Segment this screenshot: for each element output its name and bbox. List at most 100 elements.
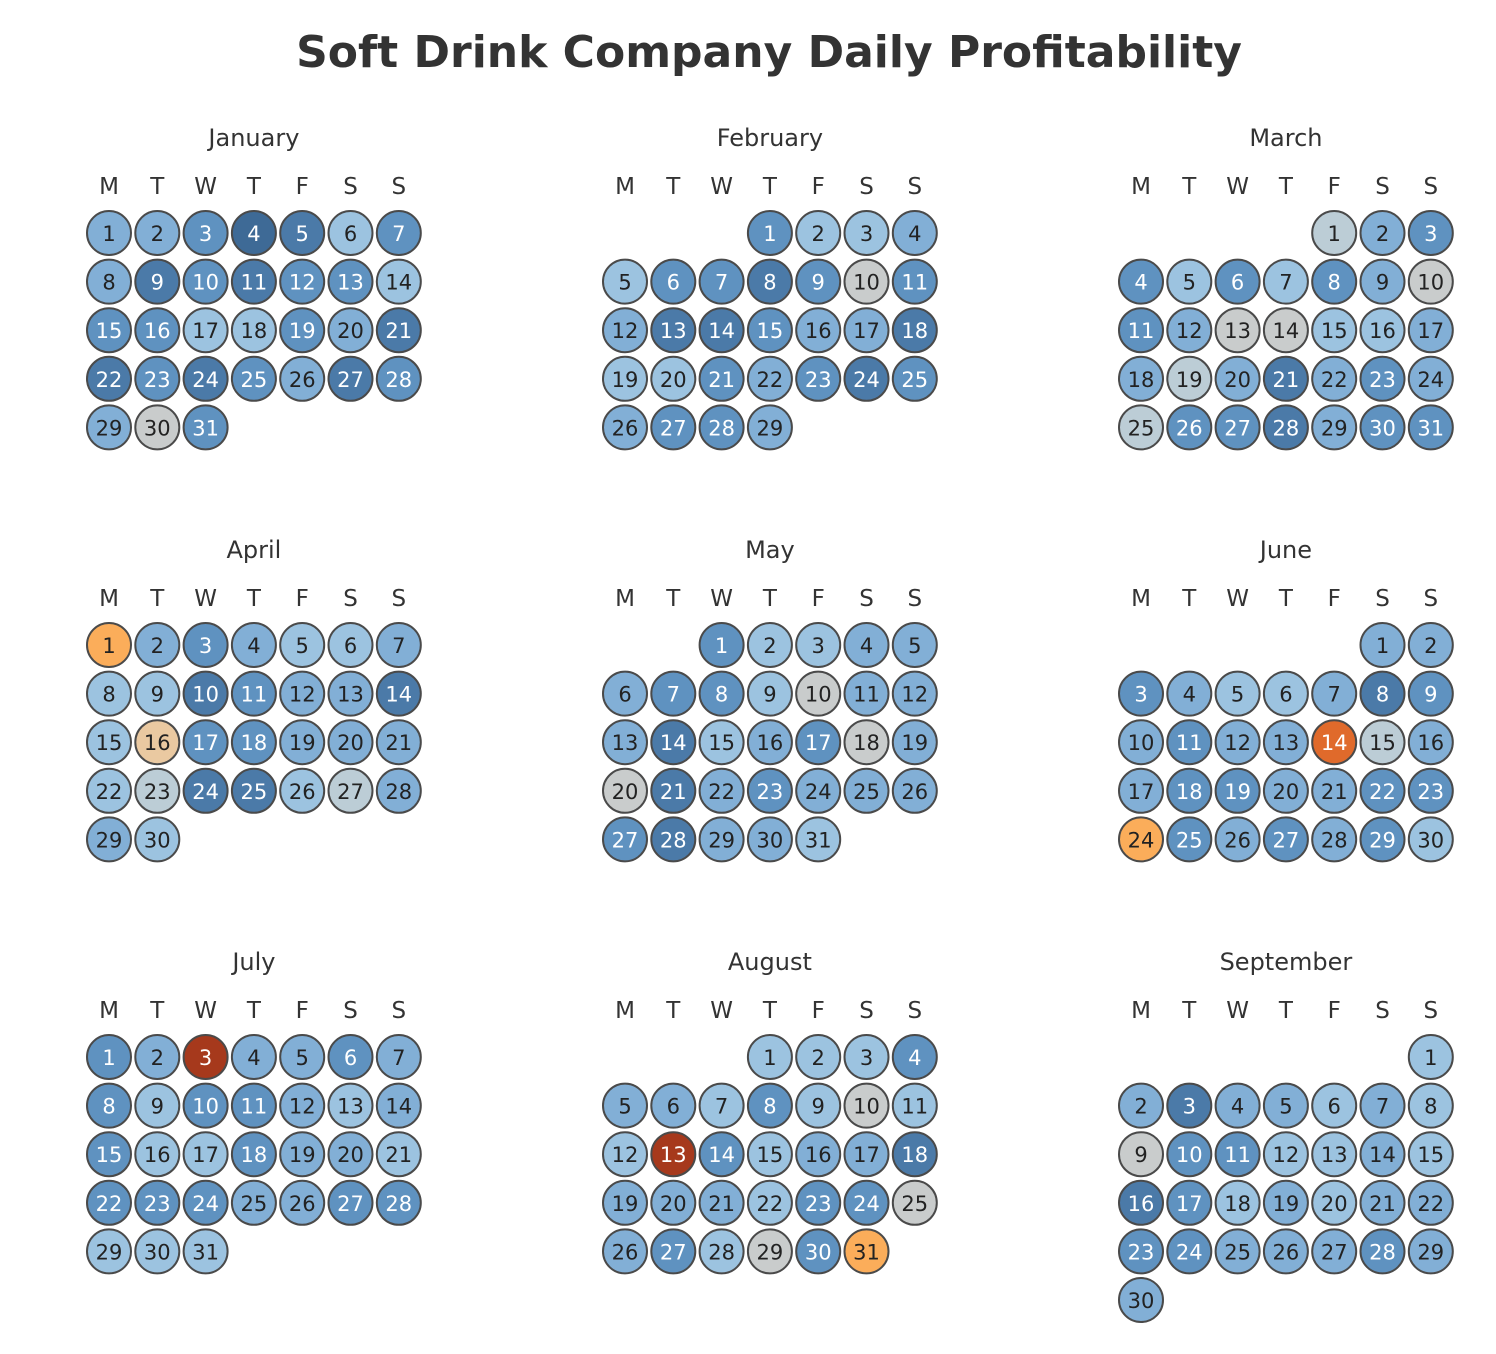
day-may-8[interactable] bbox=[698, 670, 745, 717]
day-april-7[interactable] bbox=[375, 622, 422, 668]
day-march-25[interactable] bbox=[1118, 404, 1164, 451]
day-july-8[interactable] bbox=[86, 1082, 132, 1129]
day-july-21[interactable] bbox=[375, 1131, 422, 1178]
day-february-6[interactable] bbox=[650, 258, 697, 305]
day-april-19[interactable] bbox=[279, 719, 326, 766]
day-january-28[interactable] bbox=[375, 355, 422, 402]
day-july-30[interactable] bbox=[134, 1228, 181, 1275]
day-march-31[interactable] bbox=[1407, 404, 1454, 451]
day-september-4[interactable] bbox=[1214, 1082, 1261, 1129]
day-march-22[interactable] bbox=[1311, 355, 1358, 402]
day-april-10[interactable] bbox=[182, 670, 229, 717]
day-june-2[interactable] bbox=[1407, 622, 1454, 668]
day-may-5[interactable] bbox=[891, 622, 938, 668]
day-june-27[interactable] bbox=[1262, 816, 1309, 863]
day-september-26[interactable] bbox=[1262, 1228, 1309, 1275]
day-june-20[interactable] bbox=[1262, 767, 1309, 814]
day-may-24[interactable] bbox=[795, 767, 842, 814]
day-september-16[interactable] bbox=[1118, 1179, 1164, 1226]
day-august-28[interactable] bbox=[698, 1228, 745, 1275]
day-january-18[interactable] bbox=[230, 307, 277, 354]
day-march-23[interactable] bbox=[1359, 355, 1406, 402]
day-april-15[interactable] bbox=[86, 719, 132, 766]
day-february-21[interactable] bbox=[698, 355, 745, 402]
day-september-29[interactable] bbox=[1407, 1228, 1454, 1275]
day-april-23[interactable] bbox=[134, 767, 181, 814]
day-february-12[interactable] bbox=[602, 307, 648, 354]
day-august-18[interactable] bbox=[891, 1131, 938, 1178]
day-july-14[interactable] bbox=[375, 1082, 422, 1129]
day-september-13[interactable] bbox=[1311, 1131, 1358, 1178]
day-march-13[interactable] bbox=[1214, 307, 1261, 354]
day-july-11[interactable] bbox=[230, 1082, 277, 1129]
day-january-8[interactable] bbox=[86, 258, 132, 305]
day-april-22[interactable] bbox=[86, 767, 132, 814]
day-september-21[interactable] bbox=[1359, 1179, 1406, 1226]
day-september-8[interactable] bbox=[1407, 1082, 1454, 1129]
day-july-16[interactable] bbox=[134, 1131, 181, 1178]
day-september-7[interactable] bbox=[1359, 1082, 1406, 1129]
day-january-21[interactable] bbox=[375, 307, 422, 354]
day-september-1[interactable] bbox=[1407, 1034, 1454, 1080]
day-may-20[interactable] bbox=[602, 767, 648, 814]
day-june-25[interactable] bbox=[1166, 816, 1213, 863]
day-july-4[interactable] bbox=[230, 1034, 277, 1080]
day-march-15[interactable] bbox=[1311, 307, 1358, 354]
day-january-17[interactable] bbox=[182, 307, 229, 354]
day-june-9[interactable] bbox=[1407, 670, 1454, 717]
day-january-7[interactable] bbox=[375, 210, 422, 256]
day-april-6[interactable] bbox=[327, 622, 374, 668]
day-february-24[interactable] bbox=[843, 355, 890, 402]
day-june-26[interactable] bbox=[1214, 816, 1261, 863]
day-august-17[interactable] bbox=[843, 1131, 890, 1178]
day-june-21[interactable] bbox=[1311, 767, 1358, 814]
day-september-19[interactable] bbox=[1262, 1179, 1309, 1226]
day-may-27[interactable] bbox=[602, 816, 648, 863]
day-september-28[interactable] bbox=[1359, 1228, 1406, 1275]
day-june-18[interactable] bbox=[1166, 767, 1213, 814]
day-january-12[interactable] bbox=[279, 258, 326, 305]
day-may-29[interactable] bbox=[698, 816, 745, 863]
day-may-13[interactable] bbox=[602, 719, 648, 766]
day-february-17[interactable] bbox=[843, 307, 890, 354]
day-march-21[interactable] bbox=[1262, 355, 1309, 402]
day-february-19[interactable] bbox=[602, 355, 648, 402]
day-september-22[interactable] bbox=[1407, 1179, 1454, 1226]
day-august-16[interactable] bbox=[795, 1131, 842, 1178]
day-february-8[interactable] bbox=[746, 258, 793, 305]
day-may-14[interactable] bbox=[650, 719, 697, 766]
day-february-23[interactable] bbox=[795, 355, 842, 402]
day-april-25[interactable] bbox=[230, 767, 277, 814]
day-july-31[interactable] bbox=[182, 1228, 229, 1275]
day-may-16[interactable] bbox=[746, 719, 793, 766]
day-may-23[interactable] bbox=[746, 767, 793, 814]
day-march-20[interactable] bbox=[1214, 355, 1261, 402]
day-august-29[interactable] bbox=[746, 1228, 793, 1275]
day-january-31[interactable] bbox=[182, 404, 229, 451]
day-june-23[interactable] bbox=[1407, 767, 1454, 814]
day-january-22[interactable] bbox=[86, 355, 132, 402]
day-march-17[interactable] bbox=[1407, 307, 1454, 354]
day-march-19[interactable] bbox=[1166, 355, 1213, 402]
day-february-16[interactable] bbox=[795, 307, 842, 354]
day-july-29[interactable] bbox=[86, 1228, 132, 1275]
day-march-3[interactable] bbox=[1407, 210, 1454, 256]
day-april-29[interactable] bbox=[86, 816, 132, 863]
day-march-10[interactable] bbox=[1407, 258, 1454, 305]
day-august-9[interactable] bbox=[795, 1082, 842, 1129]
day-september-3[interactable] bbox=[1166, 1082, 1213, 1129]
day-february-3[interactable] bbox=[843, 210, 890, 256]
day-july-22[interactable] bbox=[86, 1179, 132, 1226]
day-march-4[interactable] bbox=[1118, 258, 1164, 305]
day-march-26[interactable] bbox=[1166, 404, 1213, 451]
day-february-15[interactable] bbox=[746, 307, 793, 354]
day-january-29[interactable] bbox=[86, 404, 132, 451]
day-may-10[interactable] bbox=[795, 670, 842, 717]
day-september-17[interactable] bbox=[1166, 1179, 1213, 1226]
day-june-22[interactable] bbox=[1359, 767, 1406, 814]
day-may-19[interactable] bbox=[891, 719, 938, 766]
day-january-9[interactable] bbox=[134, 258, 181, 305]
day-may-9[interactable] bbox=[746, 670, 793, 717]
day-february-11[interactable] bbox=[891, 258, 938, 305]
day-august-7[interactable] bbox=[698, 1082, 745, 1129]
